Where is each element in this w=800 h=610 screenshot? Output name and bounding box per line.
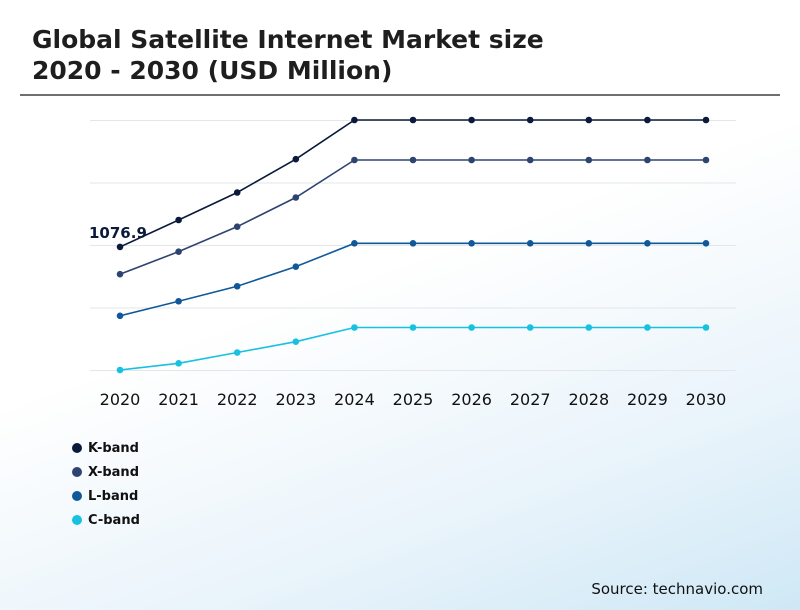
chart-title-line-1: Global Satellite Internet Market size	[32, 25, 544, 54]
x-tick-label: 2026	[451, 390, 492, 409]
data-point	[409, 116, 417, 124]
data-point	[116, 243, 124, 251]
legend-marker	[72, 491, 82, 501]
data-point	[526, 116, 534, 124]
series-line	[119, 242, 706, 317]
x-tick-label: 2025	[393, 390, 434, 409]
legend-marker	[72, 515, 82, 525]
legend-label: X-band	[88, 464, 139, 480]
data-point	[351, 156, 358, 164]
data-point	[351, 116, 358, 124]
data-point	[468, 324, 475, 331]
data-point	[292, 194, 300, 201]
data-point	[292, 338, 300, 345]
x-tick-label: 2022	[217, 390, 258, 409]
data-point	[292, 155, 300, 163]
data-point	[233, 223, 241, 230]
x-tick-label: 2020	[100, 390, 141, 409]
data-point	[409, 240, 417, 247]
data-point	[468, 116, 475, 124]
data-point	[702, 240, 710, 247]
data-point	[116, 366, 124, 374]
data-point	[702, 116, 710, 124]
data-point	[644, 240, 651, 247]
x-tick-label: 2030	[686, 390, 727, 409]
data-point	[116, 312, 124, 320]
chart-title: Global Satellite Internet Market size 20…	[32, 24, 544, 86]
legend-item: L-band	[72, 484, 140, 508]
x-tick-label: 2023	[275, 390, 316, 409]
data-point	[468, 240, 475, 247]
legend-item: C-band	[72, 508, 140, 532]
data-point	[585, 324, 593, 331]
legend-marker	[72, 443, 82, 453]
data-point	[409, 324, 417, 331]
legend-label: C-band	[88, 512, 140, 528]
data-point	[644, 116, 651, 124]
data-point	[233, 189, 241, 196]
data-point	[585, 116, 593, 124]
data-point	[526, 156, 534, 164]
source-credit: Source: technavio.com	[591, 580, 763, 598]
data-point	[116, 270, 124, 278]
line-chart: 2020 2021 2022 2023 2024 2025 2026 2027 2028 2029…	[89, 116, 736, 409]
chart-title-line-2: 2020 - 2030 (USD Million)	[32, 56, 393, 85]
data-point	[175, 297, 182, 305]
data-point	[351, 240, 358, 247]
data-point	[175, 216, 182, 224]
legend-item: X-band	[72, 460, 140, 484]
data-point	[351, 324, 358, 331]
x-tick-label: 2029	[627, 390, 668, 409]
x-tick-label: 2027	[510, 390, 551, 409]
data-point	[468, 156, 475, 164]
data-point	[233, 349, 241, 356]
legend-item: K-band	[72, 436, 140, 460]
data-point	[175, 248, 182, 255]
series-line	[119, 159, 706, 275]
x-tick-label: 2021	[158, 390, 199, 409]
data-point	[644, 156, 651, 164]
data-point	[409, 156, 417, 164]
data-point	[233, 282, 241, 290]
data-point	[526, 240, 534, 247]
data-label: 1076.9	[89, 224, 147, 242]
data-point	[526, 324, 534, 331]
legend-marker	[72, 467, 82, 477]
data-point	[292, 263, 300, 270]
title-divider	[20, 94, 780, 96]
x-tick-label: 2024	[334, 390, 375, 409]
legend-label: L-band	[88, 488, 139, 504]
data-point	[585, 156, 593, 164]
series-line	[119, 326, 706, 371]
data-point	[702, 156, 710, 164]
data-point	[585, 240, 593, 247]
legend-label: K-band	[88, 440, 139, 456]
data-point	[702, 324, 710, 331]
data-point	[175, 360, 182, 367]
chart-legend: K-band X-band L-band C-band	[72, 436, 140, 532]
data-point	[644, 324, 651, 331]
x-tick-label: 2028	[568, 390, 609, 409]
